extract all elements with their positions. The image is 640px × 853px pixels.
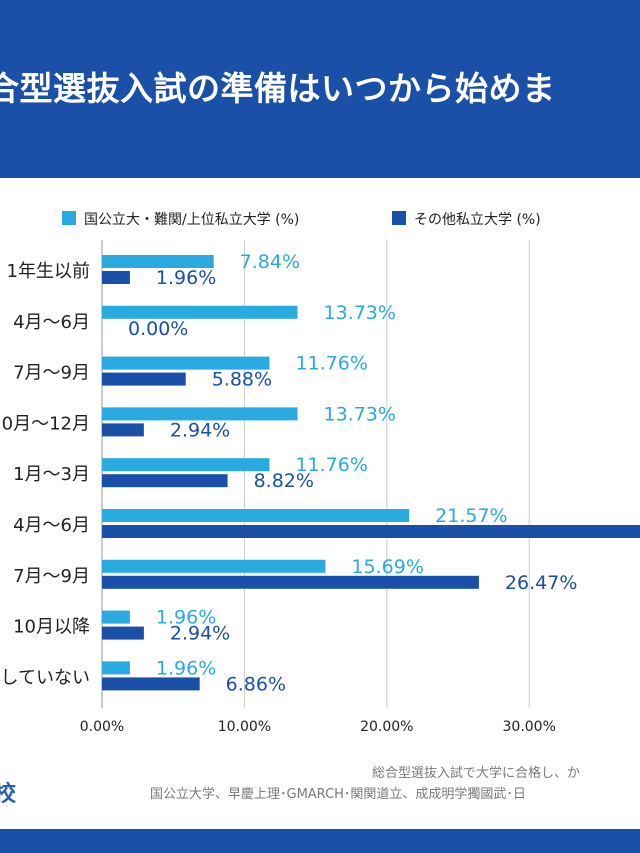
bar-value-label-s2: 1.96% (156, 267, 216, 289)
page-title: 合型選抜入試の準備はいつから始めま (0, 69, 556, 108)
bar-value-label-s2: 5.88% (212, 369, 272, 391)
bar-value-label-s1: 13.73% (324, 403, 396, 425)
bar-chart: 国公立大・難関/上位私立大学 (%) その他私立大学 (%) 7.84% 1.96%… (1, 211, 640, 735)
category-label: 7月～9月 (13, 566, 90, 587)
bar-value-label-s1: 7.84% (240, 251, 300, 273)
bar-value-label-s1: 1.96% (156, 657, 216, 679)
bar-value-label-s2: 26.47% (505, 572, 577, 594)
bar-value-label-s2: 6.86% (226, 673, 286, 695)
bar-value-label-s1: 11.76% (295, 353, 367, 375)
bar-s1 (102, 407, 298, 421)
legend-label-1: 国公立大・難関/上位私立大学 (%) (84, 212, 299, 228)
bar-s1 (102, 356, 270, 370)
chart-legend: 国公立大・難関/上位私立大学 (%) その他私立大学 (%) (62, 211, 541, 228)
footer-band (0, 829, 640, 853)
bar-s2 (102, 372, 186, 386)
x-tick-label: 10.00% (218, 719, 271, 735)
bar-s1 (102, 610, 130, 624)
legend-swatch-2 (392, 211, 406, 225)
category-label: 7月～9月 (13, 363, 90, 384)
category-label: 10月以降 (13, 617, 90, 638)
bar-value-label-s2: 2.94% (170, 623, 230, 645)
bar-s1 (102, 458, 270, 472)
legend-label-2: その他私立大学 (%) (414, 212, 541, 228)
bar-s1 (102, 559, 326, 573)
bar-s1 (102, 305, 298, 319)
bar-s2 (102, 271, 130, 284)
category-label: 1月～3月 (13, 464, 90, 485)
bar-value-label-s2: 0.00% (128, 318, 188, 340)
category-labels: 1年生以前 4月～6月 7月～9月 0月～12月 1月～3月 4月～6月 7月～9月 10月以… (1, 261, 90, 688)
x-tick-labels: 0.00% 10.00% 20.00% 30.00% (80, 719, 556, 735)
bar-s1 (102, 509, 410, 522)
bar-s2 (102, 474, 228, 488)
bar-s2 (102, 677, 200, 691)
source-note-line1: 総合型選抜入試で大学に合格し、か (372, 766, 581, 781)
source-note-line2: 国公立大学、早慶上理･GMARCH･関関道立、成成明学獨國武･日 (150, 787, 526, 802)
bar-value-label-s1: 21.57% (435, 505, 507, 527)
x-tick-label: 30.00% (503, 719, 556, 735)
x-tick-label: 20.00% (360, 719, 413, 735)
bar-value-label-s1: 13.73% (324, 302, 396, 324)
chart-bars: 7.84% 1.96% 13.73% 0.00% 11.76% 5.88% 13.73% 2.… (102, 251, 640, 695)
category-label: していない (1, 667, 90, 688)
category-label: 4月～6月 (13, 312, 90, 333)
bar-value-label-s1: 15.69% (351, 556, 423, 578)
bar-s1 (102, 255, 214, 268)
bar-s2 (102, 423, 144, 437)
bar-s2 (102, 575, 479, 589)
category-label: 0月～12月 (2, 413, 90, 434)
bar-value-label-s1: 1.96% (156, 607, 216, 629)
category-label: 4月～6月 (13, 515, 90, 536)
x-tick-label: 0.00% (80, 719, 124, 735)
bar-s2 (102, 626, 144, 640)
bar-value-label-s2: 2.94% (170, 419, 230, 441)
bar-value-label-s1: 11.76% (295, 454, 367, 476)
bar-s2 (102, 525, 640, 538)
header-band: 合型選抜入試の準備はいつから始めま (0, 0, 640, 178)
category-label: 1年生以前 (7, 261, 90, 282)
bar-value-label-s2: 8.82% (254, 470, 314, 492)
legend-swatch-1 (62, 211, 76, 225)
brand-logo: 校 (0, 782, 17, 807)
bar-s1 (102, 661, 130, 675)
